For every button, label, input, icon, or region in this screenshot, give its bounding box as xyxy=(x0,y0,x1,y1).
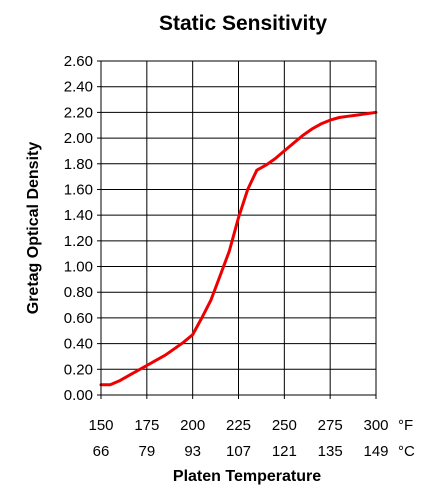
y-axis-title: Gretag Optical Density xyxy=(25,142,42,315)
horizontal-gridlines xyxy=(101,86,376,370)
y-tick-label: 1.20 xyxy=(64,233,93,250)
x-tick-label-f: 225 xyxy=(226,417,251,434)
x-tick-label-f: 175 xyxy=(134,417,159,434)
series-layer xyxy=(99,110,378,387)
x-tick-label-f: 200 xyxy=(180,417,205,434)
y-tick-label: 0.40 xyxy=(64,336,93,353)
x-tick-label-f: 300 xyxy=(363,417,388,434)
x-unit-fahrenheit: °F xyxy=(398,417,413,434)
plot-border xyxy=(100,60,377,396)
x-tick-label-c: 135 xyxy=(318,443,343,460)
x-tick-label-f: 275 xyxy=(318,417,343,434)
y-tick-label: 1.80 xyxy=(64,156,93,173)
y-tick-label: 2.00 xyxy=(64,130,93,147)
x-tick-label-f: 150 xyxy=(88,417,113,434)
y-tick-label: 0.00 xyxy=(64,387,93,404)
y-tick-label: 0.80 xyxy=(64,284,93,301)
x-tick-label-c: 107 xyxy=(226,443,251,460)
x-tick-label-c: 149 xyxy=(363,443,388,460)
series-line-0 xyxy=(99,110,378,387)
x-tick-labels-fahrenheit: 150 175 200 225 250 275 300 xyxy=(88,417,388,434)
y-tick-label: 1.40 xyxy=(64,207,93,224)
x-tick-label-c: 121 xyxy=(272,443,297,460)
y-tick-label: 0.60 xyxy=(64,310,93,327)
x-tick-label-f: 250 xyxy=(272,417,297,434)
y-tick-label: 1.60 xyxy=(64,181,93,198)
x-tick-label-c: 79 xyxy=(138,443,155,460)
y-tick-label: 0.20 xyxy=(64,361,93,378)
y-tick-label: 1.00 xyxy=(64,259,93,276)
x-tick-label-c: 93 xyxy=(184,443,201,460)
plot-frame xyxy=(97,60,377,399)
y-tick-label: 2.60 xyxy=(64,53,93,70)
x-tick-label-c: 66 xyxy=(93,443,110,460)
x-unit-celsius: °C xyxy=(398,443,415,460)
vertical-gridlines xyxy=(146,61,331,395)
y-tick-label: 2.40 xyxy=(64,79,93,96)
x-axis-title: Platen Temperature xyxy=(173,468,321,485)
y-tick-labels: 0.00 0.20 0.40 0.60 0.80 1.00 1.20 1.40 1.60 1.80… xyxy=(64,53,93,404)
chart-title: Static Sensitivity xyxy=(159,12,327,35)
x-tick-labels-celsius: 66 79 93 107 121 135 149 xyxy=(93,443,389,460)
y-tick-label: 2.20 xyxy=(64,104,93,121)
